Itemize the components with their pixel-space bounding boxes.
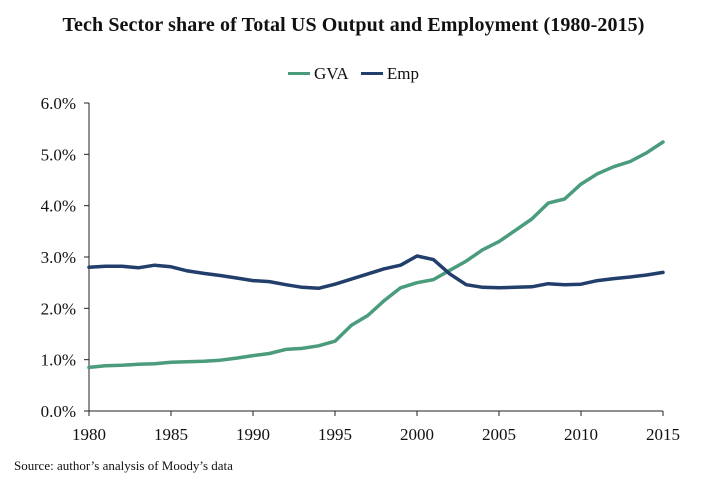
legend-item-emp: Emp: [360, 63, 419, 84]
y-tick-label: 4.0%: [41, 197, 76, 216]
legend-item-gva: GVA: [288, 64, 349, 84]
y-tick-label: 5.0%: [41, 145, 76, 164]
y-tick-label: 1.0%: [41, 351, 76, 370]
y-tick-label: 0.0%: [41, 402, 76, 421]
series-line-gva: [87, 140, 665, 370]
series-line-emp: [87, 254, 665, 291]
legend-label-emp: Emp: [386, 63, 419, 83]
chart-title: Tech Sector share of Total US Output and…: [62, 14, 645, 36]
x-tick-label: 2015: [646, 425, 680, 444]
x-tick-label: 1990: [236, 425, 270, 444]
x-tick-label: 2005: [482, 425, 516, 444]
x-tick-label: 2010: [564, 425, 598, 444]
x-tick-label: 2000: [400, 425, 434, 444]
legend-label-gva: GVA: [314, 63, 349, 83]
legend: GVA Emp: [0, 60, 707, 84]
legend-swatch-gva: [288, 72, 310, 75]
x-tick-label: 1980: [72, 425, 106, 444]
y-tick-label: 3.0%: [41, 248, 76, 267]
source-note: Source: author’s analysis of Moody’s dat…: [14, 458, 233, 473]
x-tick-label: 1995: [318, 425, 352, 444]
x-tick-label: 1985: [154, 425, 188, 444]
legend-swatch-emp: [360, 72, 383, 75]
y-tick-label: 2.0%: [41, 299, 76, 318]
y-tick-label: 6.0%: [41, 94, 76, 113]
